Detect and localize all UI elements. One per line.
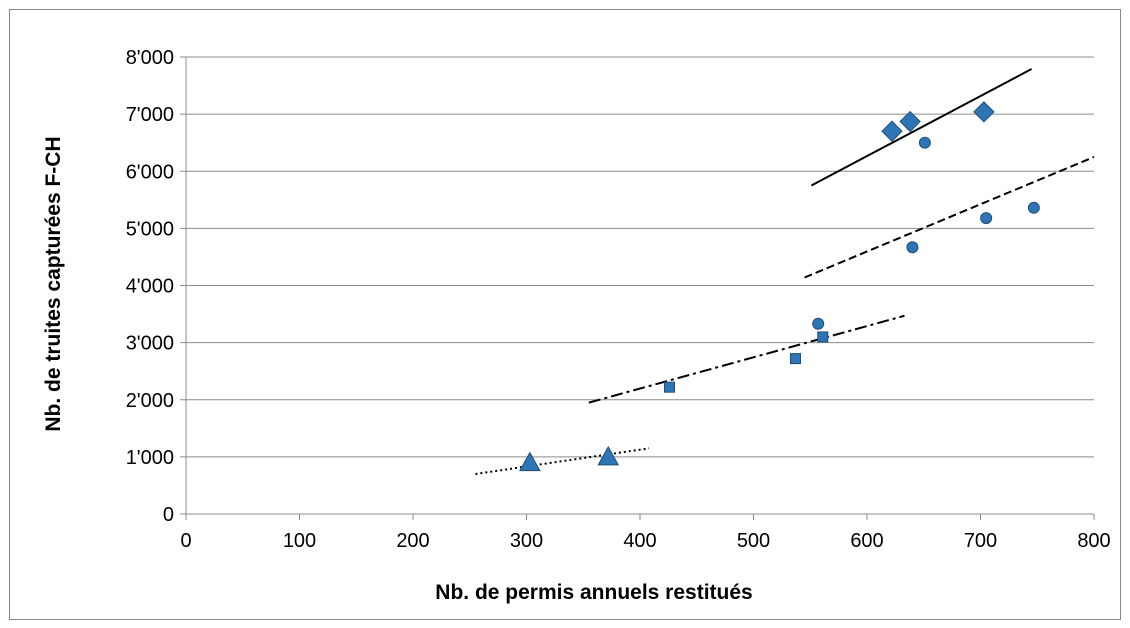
x-tick-label: 300: [510, 530, 543, 552]
trendline-dotted: [475, 447, 650, 476]
x-tick-label: 500: [737, 530, 770, 552]
triangle-point: [519, 451, 541, 472]
axes: [180, 56, 1095, 520]
circle-point: [980, 212, 993, 225]
diamond-point: [973, 101, 995, 123]
y-axis-title: Nb. de truites capturées F-CH: [42, 136, 65, 431]
triangle-point: [597, 445, 620, 466]
x-tick-label: 800: [1077, 530, 1110, 552]
y-tick-label: 4'000: [126, 276, 174, 298]
x-axis-title: Nb. de permis annuels restitués: [435, 581, 752, 604]
y-tick-label: 5'000: [126, 218, 174, 240]
y-tick-label: 0: [163, 504, 174, 526]
trendline-dashdot: [588, 314, 905, 404]
circle-point: [1027, 201, 1040, 214]
circle-point: [812, 317, 825, 330]
diamond-point: [899, 110, 921, 133]
y-tick-label: 3'000: [126, 333, 174, 355]
y-tick-label: 8'000: [126, 47, 174, 69]
y-tick-label: 1'000: [126, 447, 174, 469]
y-tick-label: 7'000: [126, 104, 174, 126]
circle-point: [918, 136, 931, 149]
x-tick-label: 0: [180, 530, 191, 552]
trendlines: [475, 68, 1095, 476]
gridlines: [186, 56, 1094, 458]
y-tick-label: 2'000: [126, 390, 174, 412]
y-tick-label: 6'000: [126, 161, 174, 183]
square-point: [817, 331, 829, 343]
square-point: [664, 381, 676, 393]
trendline-dashed: [804, 156, 1095, 279]
square-point: [789, 353, 801, 365]
trendline-solid: [810, 68, 1033, 187]
diamond-point: [881, 120, 903, 142]
x-tick-label: 100: [283, 530, 316, 552]
tick-labels: 0 1'000 2'000 3'000 4'000 5'000 6'000 7'000 8'00…: [126, 47, 1111, 552]
x-tick-label: 700: [964, 530, 997, 552]
x-tick-label: 600: [850, 530, 883, 552]
circle-point: [906, 241, 919, 254]
data-points: [519, 101, 1040, 472]
chart-frame: 0 1'000 2'000 3'000 4'000 5'000 6'000 7'000 8'00…: [9, 9, 1121, 620]
scatter-chart: 0 1'000 2'000 3'000 4'000 5'000 6'000 7'000 8'00…: [42, 47, 1111, 604]
x-tick-label: 400: [623, 530, 656, 552]
x-tick-label: 200: [396, 530, 429, 552]
